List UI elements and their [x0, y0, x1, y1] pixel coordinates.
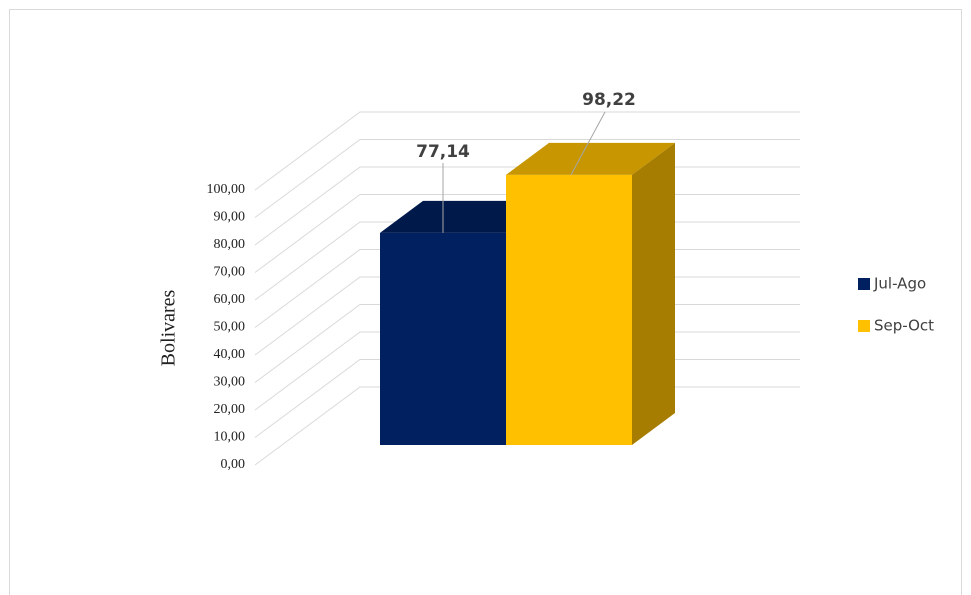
y-tick-label: 30,00 [214, 375, 246, 390]
legend-label: Jul-Ago [873, 275, 926, 293]
y-tick-label: 90,00 [214, 210, 246, 225]
y-tick-label: 100,00 [207, 182, 246, 197]
bar [506, 174, 632, 445]
y-tick-label: 80,00 [214, 237, 246, 252]
data-label: 77,14 [416, 142, 470, 162]
leader-line [570, 111, 606, 176]
y-tick-label: 10,00 [214, 430, 246, 445]
grid-line [254, 111, 800, 191]
bar [380, 232, 506, 445]
y-axis-title: Bolivares [158, 289, 180, 366]
y-tick-label: 20,00 [214, 402, 246, 417]
grid-line [254, 139, 800, 218]
legend-label: Sep-Oct [874, 317, 934, 335]
data-label: 98,22 [582, 90, 636, 110]
y-tick-label: 60,00 [214, 292, 246, 307]
bar-side [632, 142, 675, 445]
bar-top [506, 142, 675, 175]
chart-frame [9, 9, 962, 595]
y-tick-label: 70,00 [214, 265, 246, 280]
legend-swatch [858, 278, 870, 290]
legend-swatch [858, 320, 870, 332]
y-tick-label: 50,00 [214, 320, 246, 335]
y-tick-label: 40,00 [214, 347, 246, 362]
y-tick-label: 0,00 [221, 457, 246, 472]
